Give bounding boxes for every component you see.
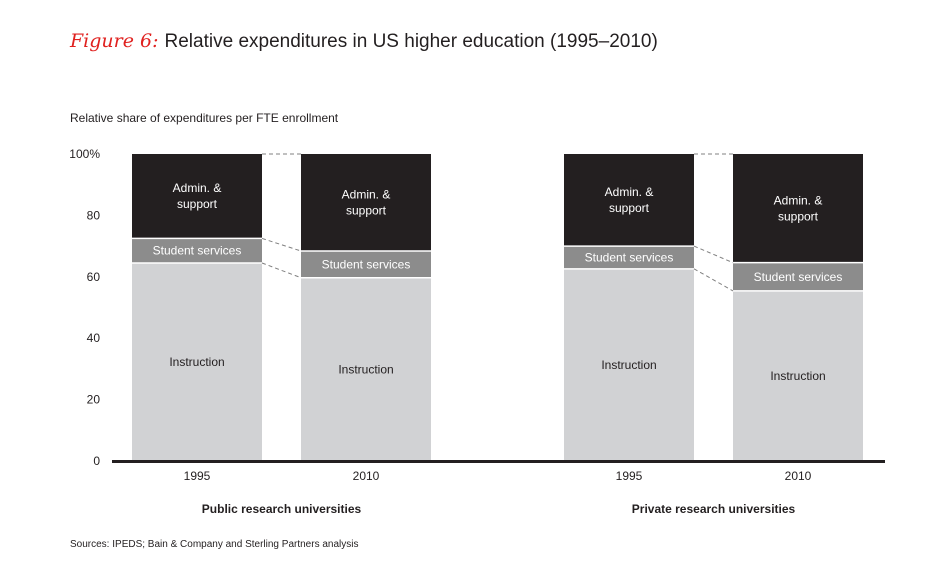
x-tick-label: 1995 [616,469,643,483]
source-note: Sources: IPEDS; Bain & Company and Sterl… [70,539,359,550]
bar-segment-instruction [733,290,863,461]
segment-label: Instruction [169,355,224,369]
segment-label: Admin. & [605,185,654,199]
bar-segment-student-services [301,251,431,278]
y-axis-label: Relative share of expenditures per FTE e… [70,111,339,125]
segment-label: support [609,201,650,215]
x-tick-label: 2010 [353,469,380,483]
bar-segment-admin-support [132,154,262,239]
segment-label: Student services [754,270,843,284]
y-tick-label: 0 [93,454,100,468]
segment-label: support [346,204,387,218]
connector-line [693,268,734,292]
bar-segment-instruction [564,268,694,461]
segment-label: support [177,197,218,211]
y-tick-label: 40 [87,331,101,345]
bar-segment-instruction [132,262,262,461]
segment-label: Instruction [770,369,825,383]
segment-label: Instruction [601,358,656,372]
y-tick-label: 80 [87,208,101,222]
group-label: Private research universities [632,502,796,516]
segment-label: Admin. & [342,188,391,202]
segment-label: Student services [322,257,411,271]
x-tick-label: 2010 [785,469,812,483]
y-tick-label: 100% [69,147,100,161]
bar-segment-instruction [301,277,431,461]
segment-label: Instruction [338,362,393,376]
connector-line [261,237,302,252]
bar-segment-student-services [733,262,863,291]
figure-label: Figure 6: [70,30,159,52]
bar-segment-admin-support [301,154,431,252]
bar-segment-student-services [564,246,694,269]
bar-segment-student-services [132,238,262,263]
segment-label: support [778,209,819,223]
title-text: Relative expenditures in US higher educa… [164,31,658,52]
chart-title: Figure 6: Relative expenditures in US hig… [70,30,658,53]
segment-label: Admin. & [774,193,823,207]
bar-segment-admin-support [564,154,694,247]
bar-segment-admin-support [733,154,863,263]
segment-label: Admin. & [173,181,222,195]
connector-line [693,245,734,264]
y-tick-label: 20 [87,393,101,407]
segment-label: Student services [153,244,242,258]
y-tick-label: 60 [87,270,101,284]
x-tick-label: 1995 [184,469,211,483]
connector-line [261,262,302,279]
segment-label: Student services [585,250,674,264]
group-label: Public research universities [202,502,362,516]
